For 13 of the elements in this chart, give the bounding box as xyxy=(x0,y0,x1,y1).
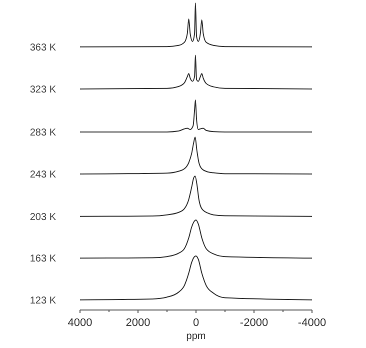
x-axis-title: ppm xyxy=(186,331,206,342)
text: 363 K xyxy=(30,42,56,54)
x-tick-label: 4000 xyxy=(68,317,92,329)
text: 243 K xyxy=(30,170,56,180)
text: 283 K xyxy=(30,127,56,138)
x-tick-label: -2000 xyxy=(240,317,268,329)
text: 323 K xyxy=(30,84,56,96)
text: 163 K xyxy=(30,254,56,265)
text: 203 K xyxy=(30,212,56,223)
x-tick-label: 0 xyxy=(192,317,200,329)
text: 123 K xyxy=(30,295,56,306)
x-tick-label: 2000 xyxy=(126,317,150,329)
x-tick-label: -4000 xyxy=(298,317,326,329)
